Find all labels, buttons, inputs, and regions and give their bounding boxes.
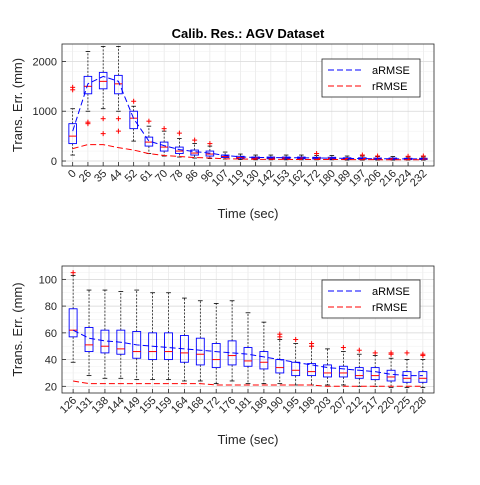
box bbox=[68, 308, 78, 338]
outlier-marker bbox=[340, 345, 346, 351]
box bbox=[386, 369, 396, 382]
series-line-rRMSE bbox=[73, 380, 423, 387]
outlier-marker bbox=[115, 128, 121, 134]
y-tick-label: 0 bbox=[51, 156, 57, 168]
outlier-marker bbox=[192, 137, 198, 143]
chart-bottom: 2040608010012613113814414915515916416817… bbox=[10, 265, 435, 447]
box bbox=[195, 337, 205, 366]
box bbox=[418, 371, 428, 383]
box bbox=[338, 365, 348, 378]
box bbox=[402, 371, 412, 383]
legend: aRMSE rRMSE bbox=[321, 279, 421, 319]
outlier-marker bbox=[100, 131, 106, 137]
box bbox=[164, 332, 173, 361]
outlier-marker bbox=[309, 343, 315, 349]
outlier-marker bbox=[70, 270, 76, 276]
outlier-marker bbox=[146, 118, 152, 124]
outlier-marker bbox=[131, 98, 137, 104]
outlier-marker bbox=[388, 351, 394, 357]
y-tick-label: 40 bbox=[45, 355, 57, 367]
outlier-marker bbox=[70, 87, 76, 93]
y-tick-label: 80 bbox=[45, 301, 57, 313]
box bbox=[98, 71, 108, 90]
outlier-marker bbox=[161, 126, 167, 132]
axes-border bbox=[61, 43, 435, 167]
box bbox=[68, 123, 77, 145]
outlier-marker bbox=[356, 347, 362, 353]
x-tick-label: 232 bbox=[408, 168, 429, 189]
outlier-marker bbox=[420, 353, 426, 359]
box bbox=[323, 364, 332, 378]
outlier-marker bbox=[372, 350, 378, 356]
outlier-marker bbox=[277, 334, 283, 340]
box bbox=[259, 351, 269, 370]
outlier-marker bbox=[293, 337, 299, 343]
x-tick-label: 228 bbox=[408, 395, 429, 416]
x-axis-label: Time (sec) bbox=[218, 432, 279, 447]
legend-label-aRMSE: aRMSE bbox=[372, 286, 410, 298]
y-tick-label: 60 bbox=[45, 328, 57, 340]
box bbox=[307, 363, 317, 377]
outlier-marker bbox=[176, 130, 182, 136]
y-tick-label: 2000 bbox=[33, 56, 57, 68]
y-tick-label: 20 bbox=[45, 381, 57, 393]
outlier-marker bbox=[359, 152, 365, 158]
legend-label-aRMSE: aRMSE bbox=[372, 65, 410, 77]
legend-label-rRMSE: rRMSE bbox=[372, 81, 407, 93]
outlier-marker bbox=[85, 121, 91, 127]
outlier-marker bbox=[404, 350, 410, 356]
box bbox=[370, 367, 380, 381]
y-tick-label: 100 bbox=[39, 274, 57, 286]
x-tick-label: 0 bbox=[66, 168, 79, 181]
figure-title: Calib. Res.: AGV Dataset bbox=[172, 26, 325, 41]
box bbox=[129, 110, 138, 130]
box bbox=[211, 343, 221, 369]
outlier-marker bbox=[207, 141, 213, 147]
y-tick-label: 1000 bbox=[33, 106, 57, 118]
legend-box bbox=[321, 58, 421, 98]
outlier-marker bbox=[115, 116, 121, 122]
legend: aRMSE rRMSE bbox=[321, 58, 421, 98]
box bbox=[83, 75, 93, 95]
box bbox=[84, 327, 94, 353]
series-line-rRMSE bbox=[72, 144, 424, 161]
outlier-marker bbox=[314, 151, 320, 157]
legend-box bbox=[321, 279, 421, 319]
outlier-marker bbox=[420, 153, 426, 159]
legend-label-rRMSE: rRMSE bbox=[372, 302, 407, 314]
y-axis-label: Trans. Err. (mm) bbox=[10, 282, 25, 376]
outlier-marker bbox=[100, 116, 106, 122]
box bbox=[132, 331, 142, 359]
box bbox=[354, 367, 364, 379]
outlier-marker bbox=[405, 153, 411, 159]
x-axis-label: Time (sec) bbox=[218, 206, 279, 221]
box bbox=[243, 347, 253, 367]
chart-top: 0100020000263544526170788696107119130142… bbox=[10, 43, 435, 221]
y-axis-label: Trans. Err. (mm) bbox=[10, 58, 25, 152]
box bbox=[114, 74, 123, 95]
outlier-marker bbox=[375, 153, 381, 159]
